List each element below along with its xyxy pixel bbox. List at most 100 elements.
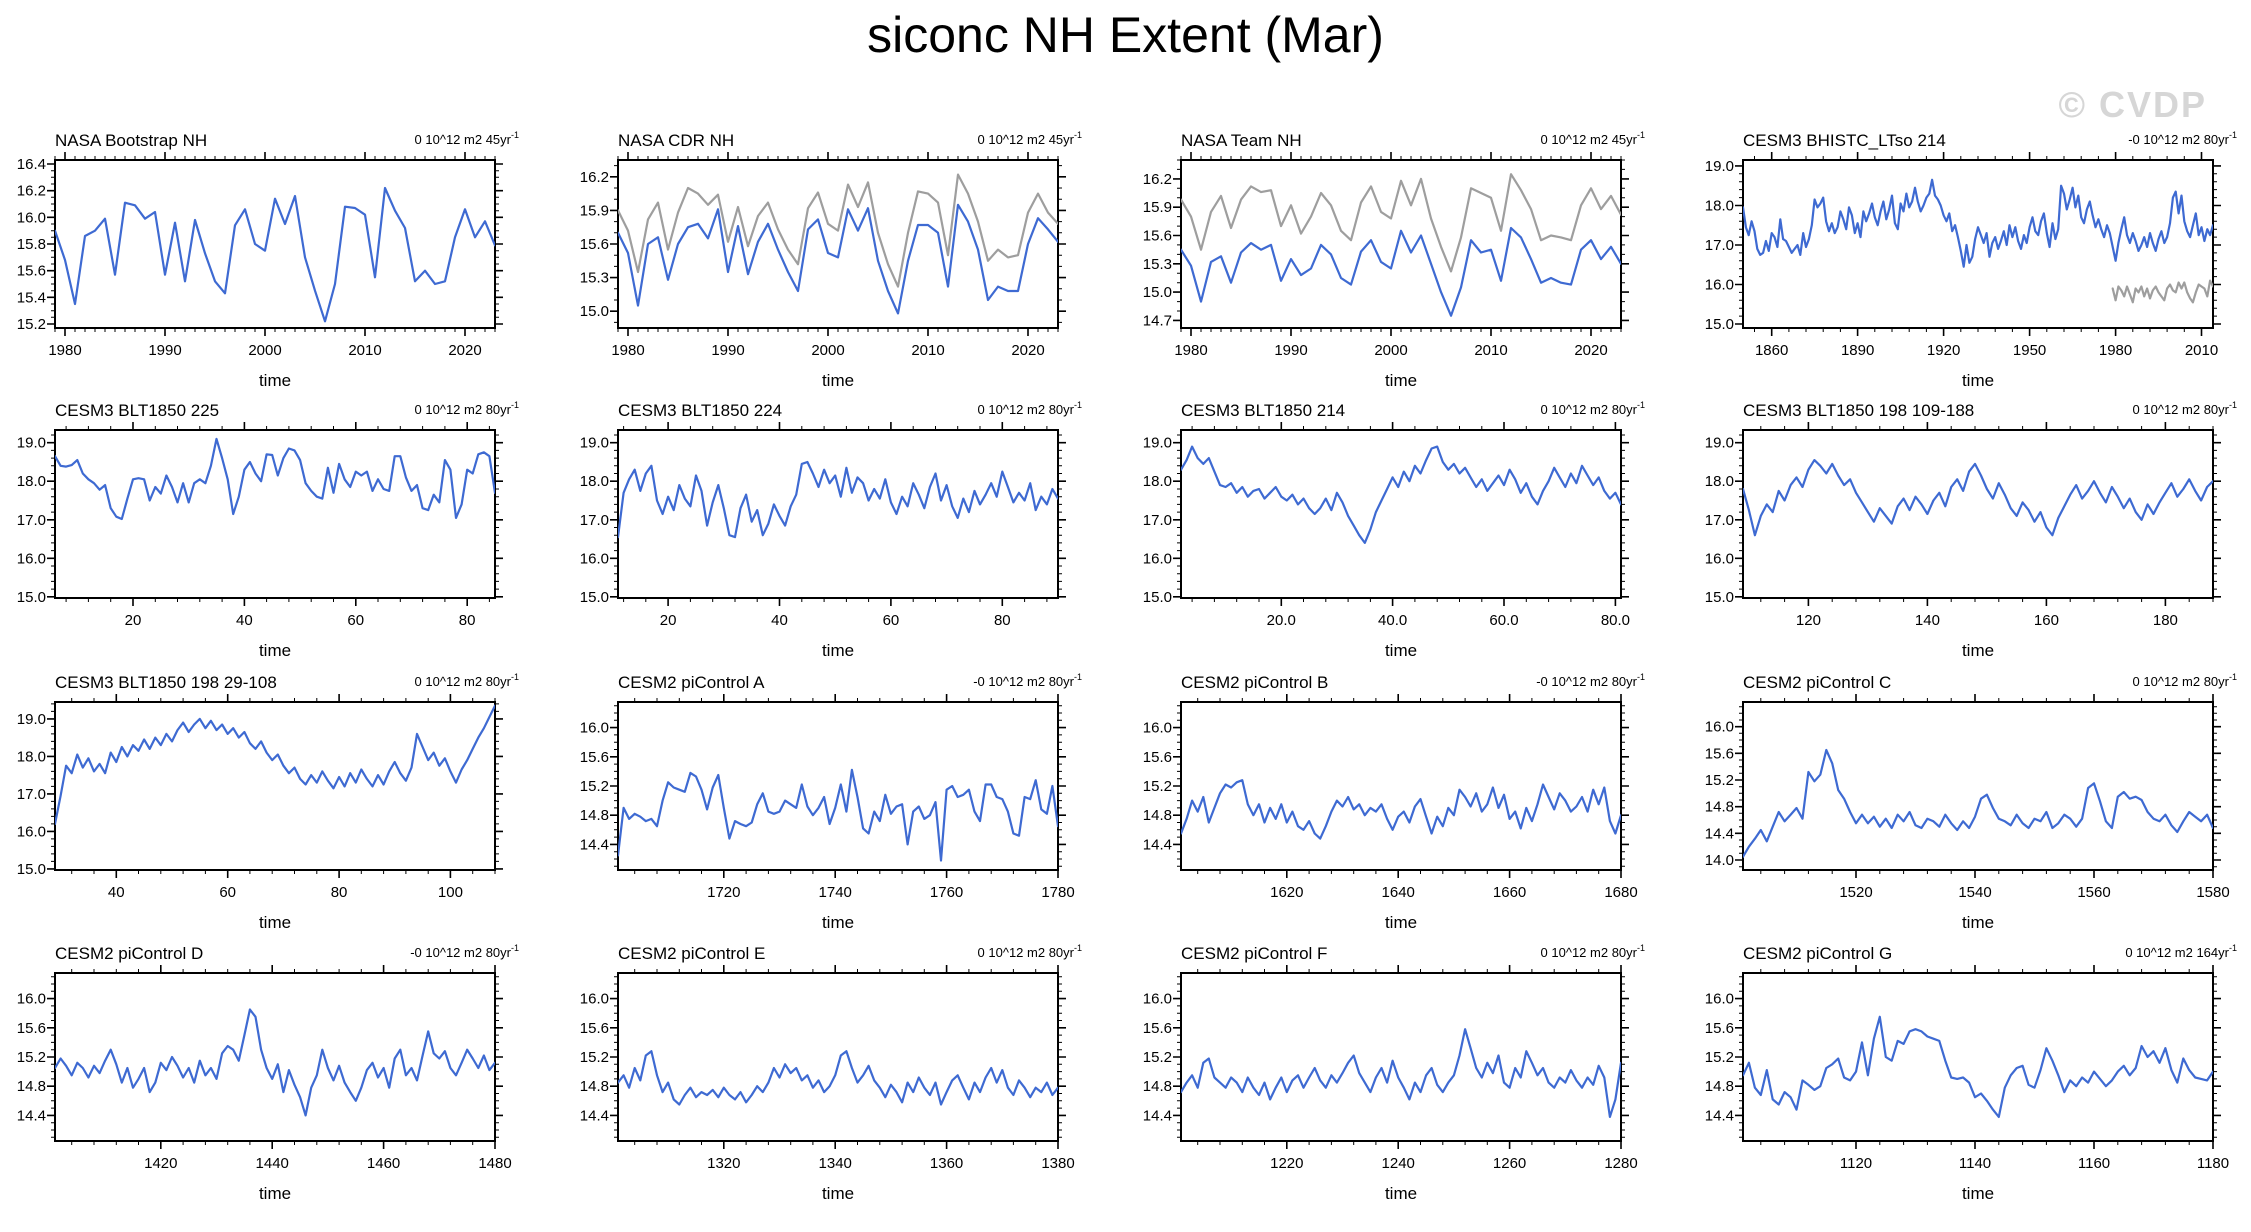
- y-tick-label: 14.8: [580, 807, 609, 824]
- x-tick-label: 1560: [2077, 884, 2110, 901]
- x-tick-label: 40: [108, 884, 125, 901]
- trend-annotation: 0 10^12 m2 45yr-1: [978, 130, 1082, 147]
- y-tick-label: 16.0: [580, 720, 609, 737]
- y-tick-label: 14.4: [1705, 825, 1734, 842]
- series-line-obs-blue: [1181, 226, 1621, 317]
- y-tick-label: 16.0: [1143, 991, 1172, 1008]
- x-tick-label: 1640: [1382, 884, 1415, 901]
- page-title: siconc NH Extent (Mar): [867, 7, 1384, 63]
- chart-panel-16: CESM2 piControl G 0 10^12 m2 164yr-1 14.4 1…: [1688, 939, 2251, 1209]
- x-tick-label: 1280: [1604, 1155, 1637, 1172]
- y-tick-label: 19.0: [580, 435, 609, 452]
- plot-svg: NASA Team NH 0 10^12 m2 45yr-1 14.7 15.0 15.…: [1143, 130, 1645, 390]
- chart-panel-3: NASA Team NH 0 10^12 m2 45yr-1 14.7 15.0 15.…: [1126, 126, 1689, 396]
- panel-title: CESM2 piControl A: [618, 673, 765, 692]
- major-ticks: [47, 965, 503, 1149]
- plot-svg: CESM2 piControl B -0 10^12 m2 80yr-1 14.4 1…: [1143, 672, 1645, 932]
- y-tick-label: 15.0: [580, 589, 609, 606]
- x-tick-label: 1980: [1174, 342, 1207, 359]
- trend-annotation: 0 10^12 m2 45yr-1: [1541, 130, 1645, 147]
- y-tick-label: 15.2: [1705, 772, 1734, 789]
- y-tick-label: 15.2: [1143, 1049, 1172, 1066]
- x-tick-label: 1990: [1274, 342, 1307, 359]
- y-tick-label: 19.0: [17, 711, 46, 728]
- major-ticks: [610, 152, 1066, 336]
- trend-annotation: -0 10^12 m2 80yr-1: [410, 943, 519, 960]
- y-tick-label: 15.2: [17, 1049, 46, 1066]
- y-tick-label: 16.0: [1705, 277, 1734, 294]
- plot-svg: CESM2 piControl G 0 10^12 m2 164yr-1 14.4 1…: [1705, 943, 2237, 1203]
- series-line-model-blue: [618, 1050, 1058, 1106]
- x-tick-label: 2010: [2185, 342, 2218, 359]
- y-tick-label: 15.6: [580, 749, 609, 766]
- plot-svg: CESM2 piControl F 0 10^12 m2 80yr-1 14.4 14…: [1143, 943, 1645, 1203]
- y-tick-label: 16.2: [1143, 171, 1172, 188]
- x-tick-label: 2000: [1374, 342, 1407, 359]
- major-ticks: [1173, 152, 1629, 336]
- x-axis-label: time: [1385, 371, 1417, 390]
- y-tick-label: 16.0: [1705, 550, 1734, 567]
- x-tick-label: 1890: [1841, 342, 1874, 359]
- plot-box: [617, 429, 1059, 599]
- chart-panel-15: CESM2 piControl F 0 10^12 m2 80yr-1 14.4 14…: [1126, 939, 1689, 1209]
- y-tick-label: 15.6: [1143, 228, 1172, 245]
- minor-ticks: [614, 426, 1062, 602]
- panel-title: CESM2 piControl G: [1743, 944, 1892, 963]
- plot-box: [1742, 972, 2214, 1142]
- x-tick-label: 1920: [1927, 342, 1960, 359]
- x-tick-label: 60: [219, 884, 236, 901]
- x-tick-label: 1990: [148, 342, 181, 359]
- x-tick-label: 1950: [2013, 342, 2046, 359]
- y-tick-label: 15.0: [17, 589, 46, 606]
- y-tick-label: 14.8: [1143, 807, 1172, 824]
- x-tick-label: 2010: [348, 342, 381, 359]
- x-tick-label: 1760: [930, 884, 963, 901]
- series-line-model-blue: [1181, 445, 1621, 544]
- minor-ticks: [1739, 969, 2217, 1145]
- y-tick-label: 15.0: [1705, 316, 1734, 333]
- series-line-model-blue: [1743, 1015, 2213, 1118]
- series-line-model-blue: [1181, 1028, 1621, 1118]
- y-tick-label: 17.0: [1705, 237, 1734, 254]
- y-tick-label: 14.4: [580, 1107, 609, 1124]
- x-tick-label: 2000: [811, 342, 844, 359]
- chart-panel-8: CESM3 BLT1850 198 109-188 0 10^12 m2 80yr…: [1688, 396, 2251, 666]
- series-line-model-blue: [55, 1008, 495, 1117]
- x-tick-label: 1580: [2196, 884, 2229, 901]
- plot-box: [617, 159, 1059, 329]
- x-tick-label: 1320: [707, 1155, 740, 1172]
- x-tick-label: 1540: [1958, 884, 1991, 901]
- y-tick-label: 19.0: [1705, 158, 1734, 175]
- x-tick-label: 1160: [2078, 1155, 2110, 1172]
- y-tick-label: 16.0: [17, 991, 46, 1008]
- panel-title: CESM3 BLT1850 224: [618, 401, 782, 420]
- y-tick-label: 15.2: [17, 316, 46, 333]
- major-ticks: [47, 152, 503, 336]
- y-tick-label: 15.0: [1705, 589, 1734, 606]
- x-tick-label: 80: [331, 884, 348, 901]
- x-axis-label: time: [1962, 1184, 1994, 1203]
- minor-ticks: [51, 698, 499, 874]
- y-tick-label: 14.8: [1705, 1078, 1734, 1095]
- x-tick-label: 1260: [1493, 1155, 1526, 1172]
- minor-ticks: [1177, 969, 1625, 1145]
- chart-panel-12: CESM2 piControl C 0 10^12 m2 80yr-1 14.0 14…: [1688, 668, 2251, 938]
- minor-ticks: [51, 426, 499, 602]
- y-tick-label: 14.4: [1705, 1107, 1734, 1124]
- y-tick-label: 15.2: [1705, 1049, 1734, 1066]
- x-tick-label: 60: [883, 612, 900, 629]
- series-line-obs-blue: [618, 203, 1058, 315]
- y-tick-label: 15.6: [17, 1020, 46, 1037]
- series-line-model-blue: [55, 437, 495, 521]
- panel-title: CESM2 piControl E: [618, 944, 765, 963]
- panel-title: CESM3 BHISTC_LTso 214: [1743, 131, 1946, 150]
- y-tick-label: 14.0: [1705, 852, 1734, 869]
- plot-svg: CESM2 piControl A -0 10^12 m2 80yr-1 14.4 1…: [580, 672, 1082, 932]
- y-tick-label: 15.6: [1143, 1020, 1172, 1037]
- plot-svg: CESM3 BLT1850 224 0 10^12 m2 80yr-1 15.0 16…: [580, 400, 1082, 660]
- y-tick-label: 16.2: [17, 183, 46, 200]
- y-tick-label: 16.0: [1143, 720, 1172, 737]
- trend-annotation: 0 10^12 m2 80yr-1: [2133, 400, 2237, 417]
- series-line-model-blue: [1743, 458, 2213, 537]
- series-line-obs-gray: [1181, 173, 1621, 273]
